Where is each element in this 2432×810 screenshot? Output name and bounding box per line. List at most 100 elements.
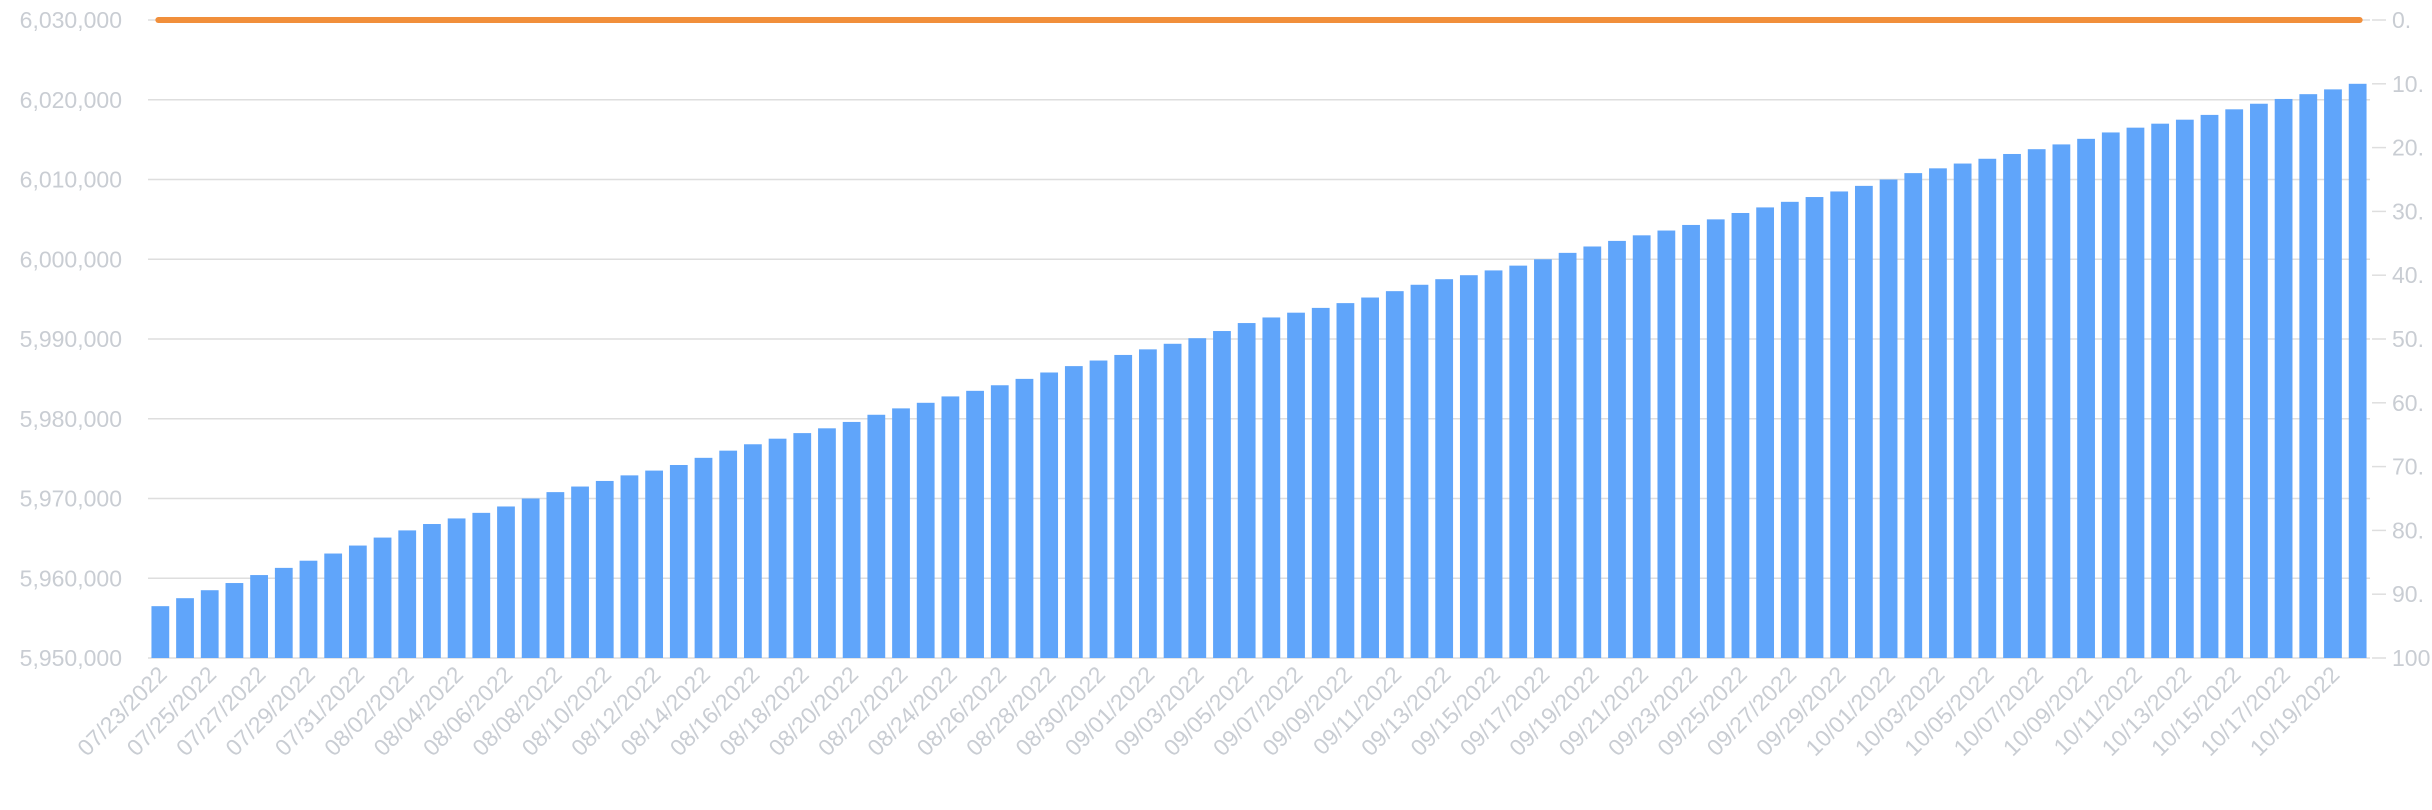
- y-right-tick-label: 30.: [2392, 198, 2424, 224]
- y-left-tick-label: 6,020,000: [20, 87, 122, 113]
- y-left-tick-label: 6,000,000: [20, 246, 122, 272]
- bar: [1213, 331, 1231, 658]
- y-left-tick-label: 6,010,000: [20, 167, 122, 193]
- x-axis: 07/23/202207/25/202207/27/202207/29/2022…: [72, 661, 2344, 761]
- bar: [2077, 138, 2095, 658]
- bar: [669, 465, 688, 658]
- bar: [645, 470, 664, 658]
- bar: [990, 385, 1009, 658]
- bar: [1854, 185, 1873, 658]
- bar: [818, 428, 836, 658]
- bar: [1805, 197, 1824, 659]
- y-left-tick-label: 5,960,000: [20, 565, 122, 591]
- bar: [2126, 127, 2145, 659]
- bar: [571, 486, 589, 658]
- bar: [497, 506, 515, 658]
- bar: [2274, 98, 2293, 658]
- bar: [521, 498, 540, 658]
- bar: [1089, 360, 1108, 658]
- bar: [1706, 219, 1725, 658]
- y-right-tick-label: 20.: [2392, 135, 2424, 161]
- y-right-tick-label: 70.: [2392, 454, 2424, 480]
- bar: [719, 450, 738, 658]
- bar: [2052, 144, 2071, 658]
- bar: [423, 524, 441, 658]
- bar: [2348, 83, 2367, 659]
- y-left-tick-label: 5,980,000: [20, 406, 122, 432]
- bar: [1657, 230, 1676, 659]
- bar: [1139, 349, 1157, 658]
- bar: [620, 475, 639, 658]
- bar: [1188, 338, 1207, 658]
- y-left-tick-label: 5,990,000: [20, 326, 122, 352]
- bar: [1682, 224, 1700, 658]
- bar: [1237, 323, 1256, 658]
- bar: [694, 457, 713, 658]
- y-axis-left: 5,950,000 5,960,000 5,970,000 5,980,000 5,99…: [20, 7, 122, 671]
- bar: [1558, 252, 1577, 658]
- bar: [1484, 270, 1503, 658]
- bar: [1756, 207, 1775, 658]
- bar: [916, 402, 935, 658]
- bar: [1336, 303, 1355, 658]
- bar: [472, 512, 491, 658]
- bar: [2200, 114, 2219, 659]
- y-right-tick-label: 10.: [2392, 71, 2424, 97]
- y-left-tick-label: 6,030,000: [20, 7, 122, 33]
- bar: [324, 553, 343, 658]
- y-axis-right: 100. 90. 80. 70. 60. 50. 40. 30. 20. 10. 0.: [2372, 7, 2432, 671]
- bar: [1830, 191, 1849, 658]
- bar: [176, 598, 194, 658]
- bar: [2003, 153, 2021, 659]
- bar: [892, 408, 910, 658]
- bar: [1287, 312, 1305, 658]
- bar: [250, 575, 268, 658]
- bar: [1879, 179, 1898, 658]
- bar: [1435, 279, 1454, 658]
- bar: [1385, 291, 1404, 658]
- bar: [1015, 378, 1034, 658]
- bar: [1953, 163, 1972, 659]
- y-right-tick-label: 60.: [2392, 390, 2424, 416]
- bar: [1459, 275, 1478, 658]
- bar: [1311, 307, 1330, 658]
- bar: [1731, 212, 1750, 658]
- y-right-tick-label: 40.: [2392, 262, 2424, 288]
- bar: [1509, 265, 1528, 658]
- bar: [1978, 158, 1997, 658]
- bar: [842, 421, 861, 658]
- bar: [398, 530, 417, 658]
- bar: [200, 590, 219, 658]
- bar: [1904, 173, 1923, 658]
- bar: [447, 518, 466, 658]
- bar: [2324, 89, 2342, 658]
- bar: [2175, 119, 2194, 658]
- bar: [867, 414, 886, 658]
- bar: [1114, 354, 1133, 658]
- y-right-tick-label: 0.: [2392, 7, 2411, 33]
- bar: [1064, 366, 1083, 658]
- bar: [274, 567, 293, 658]
- bar: [1929, 168, 1947, 658]
- bar: [941, 396, 960, 658]
- bar: [348, 545, 367, 658]
- bar: [373, 537, 392, 658]
- bar-series: [151, 83, 2367, 659]
- bar: [966, 390, 984, 658]
- bar: [1632, 235, 1651, 658]
- bar: [1361, 297, 1379, 658]
- bar: [1780, 201, 1799, 658]
- bar: [2101, 132, 2120, 658]
- bar: [1583, 246, 1602, 659]
- y-right-tick-label: 80.: [2392, 517, 2424, 543]
- bar: [299, 560, 318, 658]
- bar: [2250, 103, 2268, 659]
- bar: [151, 606, 170, 658]
- bar: [2151, 123, 2170, 659]
- bar: [2225, 109, 2244, 658]
- y-right-tick-label: 90.: [2392, 581, 2424, 607]
- y-left-tick-label: 5,950,000: [20, 645, 122, 671]
- bar: [2027, 149, 2046, 658]
- bar: [1534, 259, 1552, 658]
